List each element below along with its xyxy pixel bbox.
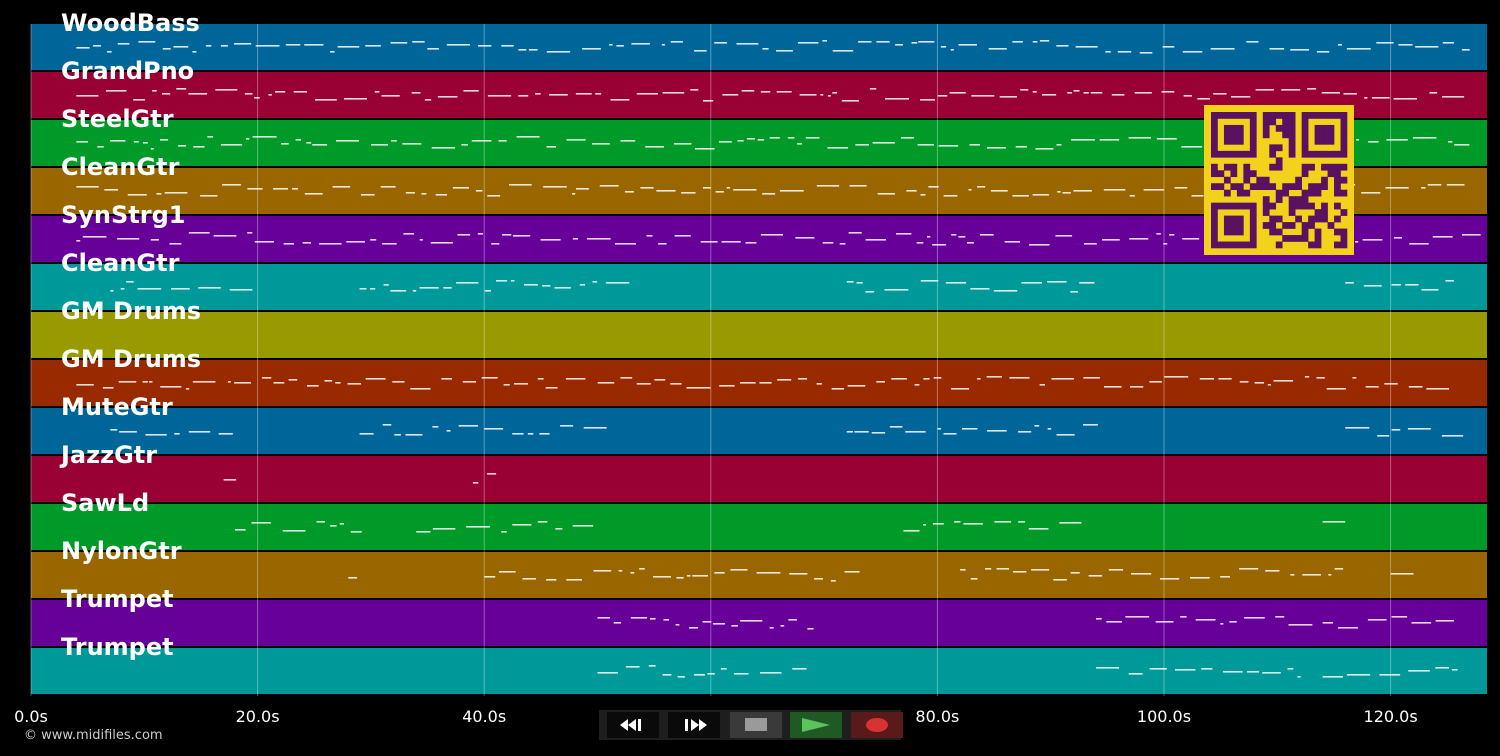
track-label: Trumpet bbox=[61, 633, 174, 661]
time-tick-label: 40.0s bbox=[462, 707, 507, 726]
track-label: CleanGtr bbox=[61, 249, 180, 277]
time-tick-label: 120.0s bbox=[1363, 707, 1418, 726]
track-lane bbox=[31, 312, 1487, 358]
qr-code-image bbox=[1211, 112, 1348, 249]
track-label: GM Drums bbox=[61, 345, 202, 373]
track-label: WoodBass bbox=[61, 9, 200, 37]
rewind-icon bbox=[620, 719, 641, 731]
track-label: SawLd bbox=[61, 489, 150, 517]
track-lane bbox=[31, 360, 1487, 406]
track-lane bbox=[31, 24, 1487, 70]
stop-icon bbox=[745, 718, 767, 731]
track-label: SynStrg1 bbox=[61, 201, 186, 229]
track-label: SteelGtr bbox=[61, 105, 174, 133]
track-label: Trumpet bbox=[61, 585, 174, 613]
track-label: JazzGtr bbox=[61, 441, 158, 469]
track-label: MuteGtr bbox=[61, 393, 173, 421]
fast-forward-button[interactable] bbox=[668, 712, 720, 738]
rewind-button[interactable] bbox=[607, 712, 659, 738]
play-button[interactable] bbox=[790, 712, 842, 738]
time-tick-label: 100.0s bbox=[1136, 707, 1192, 726]
track-label: GrandPno bbox=[61, 57, 195, 85]
copyright-text: © www.midifiles.com bbox=[24, 728, 163, 743]
track-lane bbox=[31, 408, 1487, 454]
record-icon bbox=[866, 718, 888, 732]
fast-forward-icon bbox=[685, 719, 707, 731]
time-tick-label: 0.0s bbox=[14, 707, 48, 726]
track-lane bbox=[31, 552, 1487, 598]
track-lane bbox=[31, 264, 1487, 310]
record-button[interactable] bbox=[851, 712, 903, 738]
play-icon bbox=[802, 718, 830, 732]
transport-bar bbox=[599, 710, 903, 740]
stop-button[interactable] bbox=[730, 712, 782, 738]
track-lane bbox=[31, 456, 1487, 502]
track-lane bbox=[31, 648, 1487, 694]
track-lane bbox=[31, 600, 1487, 646]
time-tick-label: 20.0s bbox=[235, 707, 280, 726]
qr-code[interactable] bbox=[1204, 105, 1354, 255]
track-label: NylonGtr bbox=[61, 537, 182, 565]
track-lane bbox=[31, 504, 1487, 550]
track-label: CleanGtr bbox=[61, 153, 180, 181]
track-label: GM Drums bbox=[61, 297, 202, 325]
time-tick-label: 80.0s bbox=[915, 707, 960, 726]
